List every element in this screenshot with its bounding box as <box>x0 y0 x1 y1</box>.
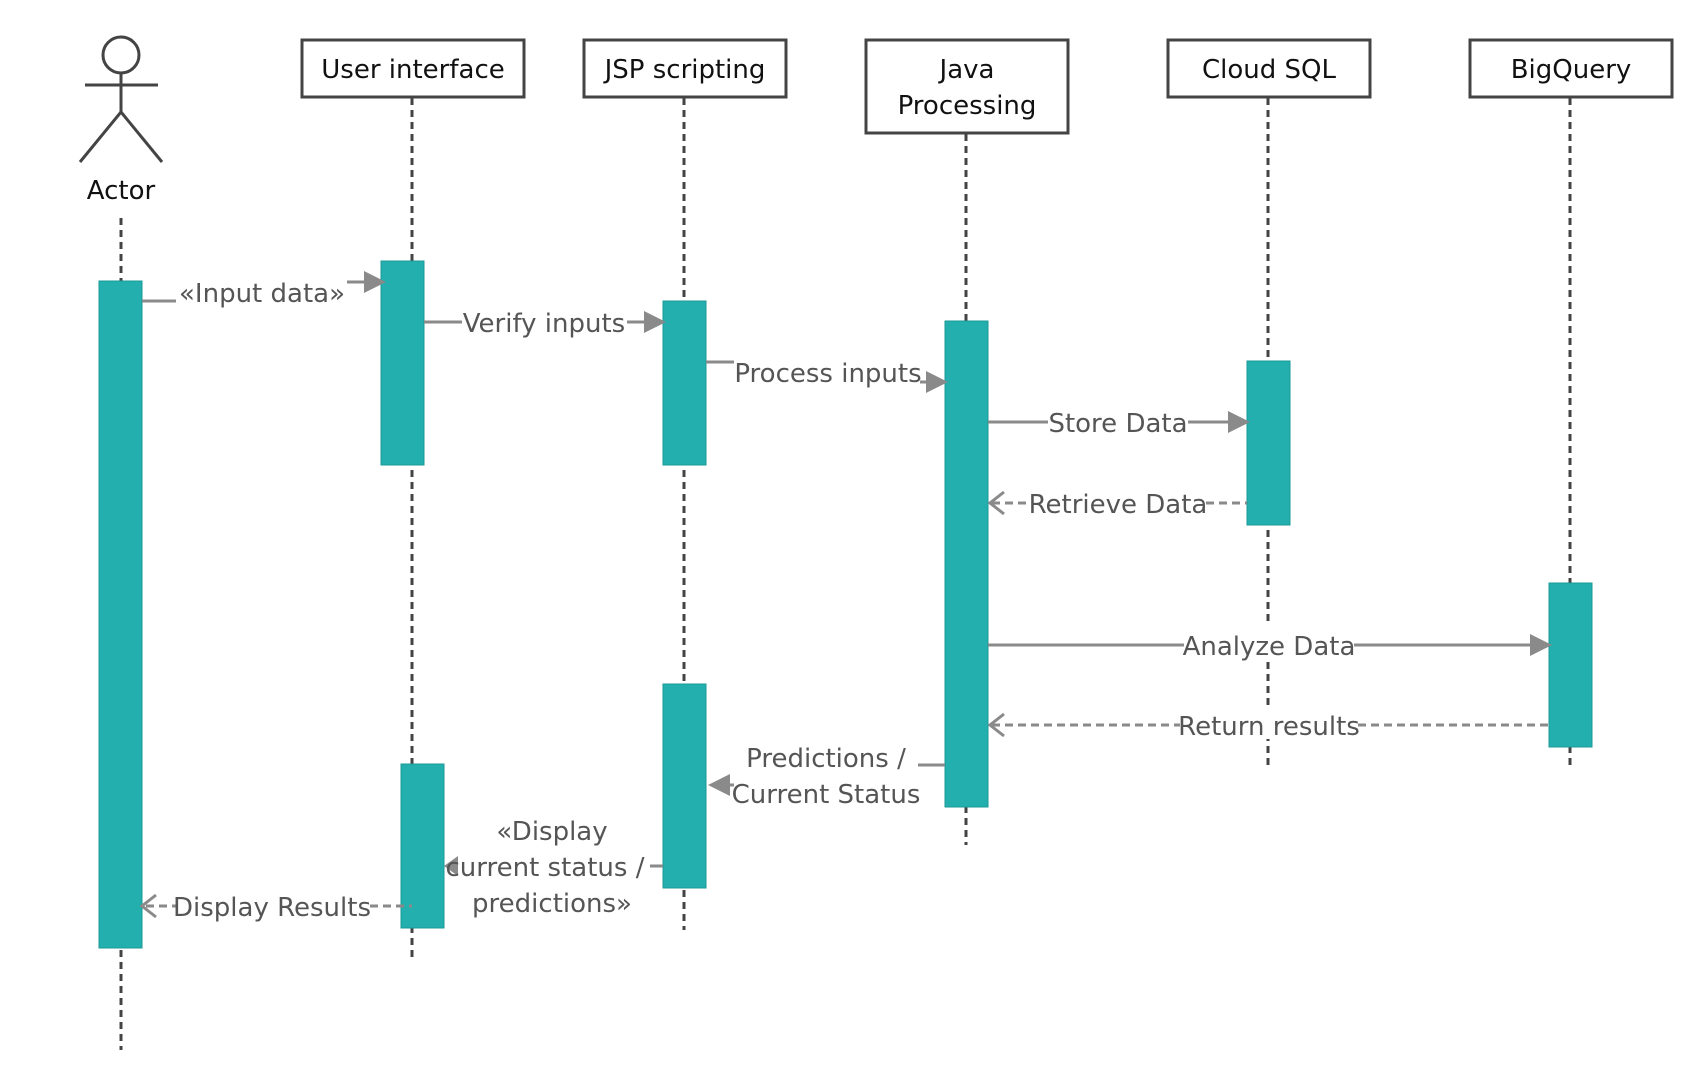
participant-sql[interactable]: Cloud SQL <box>1166 38 1372 99</box>
message-return-results[interactable]: Return results <box>987 705 1549 742</box>
message-label: «Input data» <box>179 279 345 309</box>
participant-box <box>1468 38 1674 99</box>
message-label: Return results <box>1178 712 1360 742</box>
message-label-line-3: predictions» <box>472 889 632 919</box>
participant-box <box>1166 38 1372 99</box>
activation-actor <box>98 280 143 949</box>
participant-java[interactable]: Java Processing <box>864 38 1070 135</box>
participant-label-line-2: Processing <box>898 91 1037 121</box>
activation-bq <box>1548 582 1593 748</box>
message-label: Display Results <box>173 893 371 923</box>
arrowhead-open-icon <box>987 490 1005 516</box>
arrowhead-filled-icon <box>708 774 730 796</box>
activation-ui-2 <box>400 763 445 929</box>
arrowhead-filled-icon <box>644 311 666 333</box>
participant-label: BigQuery <box>1511 55 1632 85</box>
message-label-bg <box>1182 705 1356 739</box>
message-analyze-data[interactable]: Analyze Data <box>988 625 1552 662</box>
message-label-line-1: «Display <box>496 817 607 847</box>
message-retrieve-data[interactable]: Retrieve Data <box>987 490 1247 520</box>
message-label-line-1: Predictions / <box>746 744 906 774</box>
participant-label: User interface <box>321 55 505 85</box>
arrowhead-filled-icon <box>444 856 458 876</box>
message-process-inputs[interactable]: Process inputs <box>706 359 948 393</box>
actor-label: Actor <box>87 176 156 206</box>
participant-label: Cloud SQL <box>1202 55 1337 85</box>
message-display-results[interactable]: Display Results <box>139 893 412 923</box>
message-label: Analyze Data <box>1183 632 1356 662</box>
message-label: Verify inputs <box>463 309 625 339</box>
message-label-line-2: current status / <box>446 853 645 883</box>
activation-sql <box>1246 360 1291 526</box>
participant-box <box>300 38 526 99</box>
arrowhead-filled-icon <box>1228 411 1250 433</box>
participant-jsp[interactable]: JSP scripting <box>582 38 788 99</box>
message-predictions[interactable]: Predictions / Current Status <box>708 744 945 810</box>
activation-ui-1 <box>380 260 425 466</box>
message-input-data[interactable]: «Input data» <box>142 271 386 309</box>
participant-label: JSP scripting <box>603 55 766 85</box>
message-label: Retrieve Data <box>1029 490 1208 520</box>
activation-java <box>944 320 989 808</box>
arrowhead-filled-icon <box>926 371 948 393</box>
actor-head-icon <box>101 35 141 75</box>
participant-ui[interactable]: User interface <box>300 38 526 99</box>
arrowhead-open-icon <box>139 893 157 919</box>
actor-right-leg <box>119 111 164 163</box>
message-verify-inputs[interactable]: Verify inputs <box>424 309 666 339</box>
message-store-data[interactable]: Store Data <box>988 409 1250 439</box>
participant-box <box>582 38 788 99</box>
message-display-status[interactable]: «Display current status / predictions» <box>444 817 663 919</box>
actor[interactable]: Actor <box>78 35 164 206</box>
arrowhead-filled-icon <box>1530 634 1552 656</box>
participant-label-line-1: Java <box>938 55 995 85</box>
arrowhead-filled-icon <box>364 271 386 293</box>
participant-box <box>864 38 1070 135</box>
arrowhead-open-icon <box>987 712 1005 738</box>
participant-bq[interactable]: BigQuery <box>1468 38 1674 99</box>
message-label: Store Data <box>1048 409 1187 439</box>
activation-jsp-1 <box>662 300 707 466</box>
message-label-bg <box>1186 625 1352 659</box>
actor-left-leg <box>78 111 123 163</box>
activation-jsp-2 <box>662 683 707 889</box>
message-label: Process inputs <box>734 359 921 389</box>
message-label-line-2: Current Status <box>732 780 921 810</box>
